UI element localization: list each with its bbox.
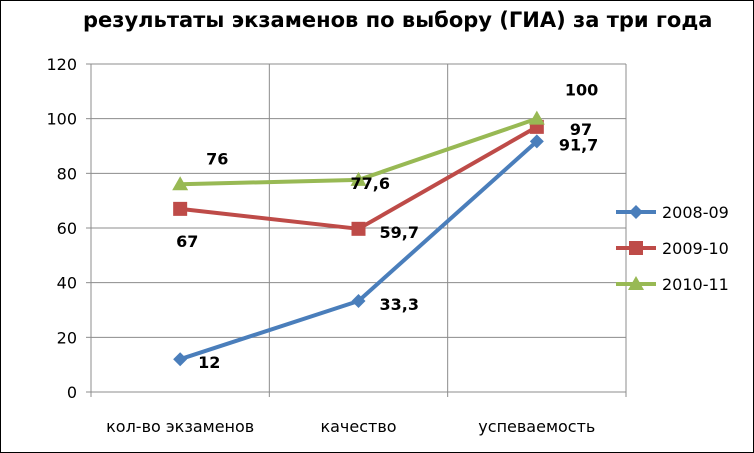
legend-marker-2010-11 <box>628 276 644 290</box>
data-label-2009-10: 97 <box>570 120 592 139</box>
data-point-2010-11 <box>172 176 189 191</box>
legend-marker-2008-09 <box>629 205 643 219</box>
y-tick-label: 60 <box>57 219 77 238</box>
y-tick-label: 80 <box>57 164 77 183</box>
data-point-2008-09 <box>529 134 544 149</box>
data-label-2009-10: 67 <box>176 232 198 251</box>
data-point-2009-10 <box>351 221 366 236</box>
data-point-2010-11 <box>350 171 367 186</box>
data-point-2009-10 <box>173 201 188 216</box>
x-tick-label: качество <box>320 417 396 436</box>
data-label-2008-09: 33,3 <box>380 295 419 314</box>
data-label-2010-11: 76 <box>206 149 228 168</box>
data-label-2010-11: 77,6 <box>351 174 390 193</box>
y-tick-label: 100 <box>46 110 77 129</box>
y-tick-label: 0 <box>67 383 77 402</box>
data-point-2008-09 <box>173 352 188 367</box>
x-tick-label: успеваемость <box>478 417 595 436</box>
legend-marker-2009-10 <box>629 241 643 255</box>
data-label-2008-09: 12 <box>198 353 220 372</box>
data-point-2010-11 <box>528 110 545 125</box>
x-tick-label: кол-во экзаменов <box>106 417 254 436</box>
y-tick-label: 40 <box>57 274 77 293</box>
y-tick-label: 20 <box>57 328 77 347</box>
data-point-2008-09 <box>351 293 366 308</box>
legend-label-2010-11: 2010-11 <box>662 275 729 294</box>
chart-title: результаты экзаменов по выбору (ГИА) за … <box>83 8 713 32</box>
legend-label-2008-09: 2008-09 <box>662 203 729 222</box>
legend-label-2009-10: 2009-10 <box>662 239 729 258</box>
data-label-2010-11: 100 <box>565 81 598 100</box>
y-tick-label: 120 <box>46 55 77 74</box>
data-label-2009-10: 59,7 <box>380 223 419 242</box>
data-label-2008-09: 91,7 <box>559 135 598 154</box>
